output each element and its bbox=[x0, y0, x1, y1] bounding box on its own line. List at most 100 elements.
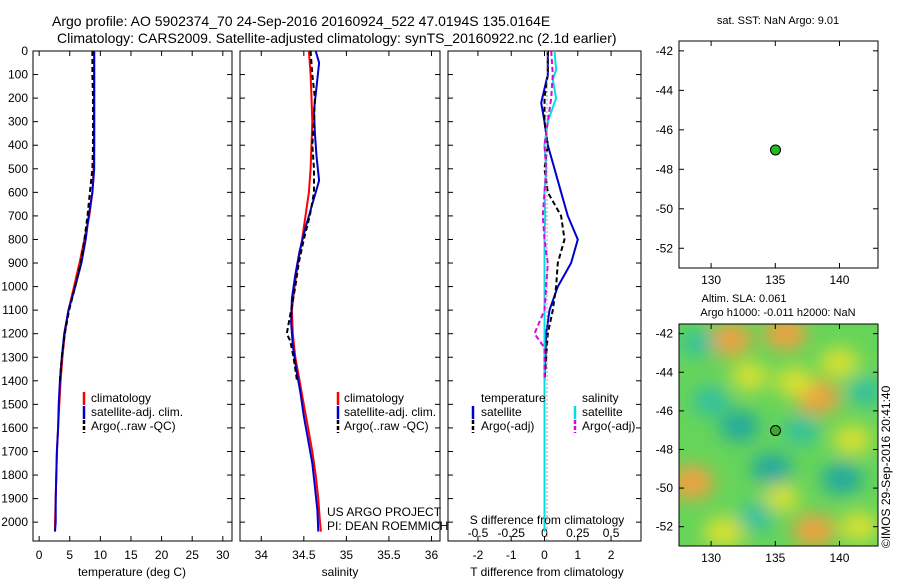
s-tick-label: 0 bbox=[541, 526, 548, 540]
map-y-tick-label: -46 bbox=[656, 404, 674, 418]
sla-anomaly-blob bbox=[832, 424, 872, 456]
x-tick-label: 15 bbox=[124, 548, 138, 562]
map-y-tick-label: -52 bbox=[656, 520, 674, 534]
legend-label-climatology: climatology bbox=[344, 391, 404, 405]
sla-anomaly-blob bbox=[774, 366, 815, 398]
y-tick-label: 500 bbox=[8, 162, 28, 176]
y-tick-label: 1500 bbox=[1, 397, 28, 411]
sla-anomaly-blob bbox=[709, 324, 752, 356]
map-x-tick-label: 135 bbox=[765, 273, 785, 287]
sla-anomaly-blob bbox=[681, 329, 716, 357]
temperature-axes bbox=[32, 50, 233, 542]
legend-label-satellite: satellite-adj. clim. bbox=[91, 405, 183, 419]
axis-ticks: 0 5 10 15 20 25 300100200300400500600700800900… bbox=[1, 41, 878, 565]
difference-series bbox=[533, 51, 579, 532]
y-tick-label: 200 bbox=[8, 91, 28, 105]
y-tick-label: 300 bbox=[8, 115, 28, 129]
y-tick-label: 700 bbox=[8, 209, 28, 223]
temperature-legend: climatology satellite-adj. clim. Argo(..… bbox=[82, 391, 183, 433]
s-tick-label: 0.5 bbox=[603, 526, 620, 540]
difference-legend: temperature salinity satellite Argo(-adj… bbox=[471, 391, 635, 433]
y-tick-label: 100 bbox=[8, 68, 28, 82]
map-markers bbox=[770, 144, 782, 437]
legend-label-climatology: climatology bbox=[91, 391, 151, 405]
x-tick-label: 0 bbox=[541, 548, 548, 562]
series-line-satellite bbox=[290, 51, 321, 532]
x-tick-label: 1 bbox=[574, 548, 581, 562]
sla-anomaly-blob bbox=[679, 465, 714, 500]
legend-label-satellite: satellite-adj. clim. bbox=[344, 405, 436, 419]
x-tick-label: -1 bbox=[506, 548, 517, 562]
sla-anomaly-blob bbox=[847, 377, 878, 406]
sla-anomaly-blob bbox=[719, 411, 759, 442]
x-tick-label: 0 bbox=[36, 548, 43, 562]
legend-label-argo: Argo(..raw -QC) bbox=[91, 419, 176, 433]
y-tick-label: 1900 bbox=[1, 492, 28, 506]
x-tick-label: 20 bbox=[155, 548, 169, 562]
x-tick-label: 5 bbox=[66, 548, 73, 562]
map-y-tick-label: -44 bbox=[656, 83, 674, 97]
legend-label-t-satellite: satellite bbox=[481, 405, 522, 419]
legend-label-s-argo: Argo(-adj) bbox=[582, 419, 635, 433]
y-tick-label: 1600 bbox=[1, 421, 28, 435]
map-y-tick-label: -52 bbox=[656, 241, 674, 255]
difference-toplabel: S difference from climatology bbox=[470, 513, 625, 527]
salinity-legend: climatology satellite-adj. clim. Argo(..… bbox=[336, 391, 436, 433]
map-y-tick-label: -46 bbox=[656, 123, 674, 137]
y-tick-label: 1400 bbox=[1, 374, 28, 388]
s-tick-label: 0.25 bbox=[566, 526, 590, 540]
map-x-tick-label: 130 bbox=[701, 273, 721, 287]
y-tick-label: 1300 bbox=[1, 350, 28, 364]
y-tick-label: 900 bbox=[8, 256, 28, 270]
title-line-1: Argo profile: AO 5902374_70 24-Sep-2016 … bbox=[52, 13, 550, 29]
sla-map-title-1: Altim. SLA: 0.061 bbox=[702, 293, 787, 305]
sla-anomaly-blob bbox=[738, 503, 775, 532]
salinity-axes bbox=[239, 50, 441, 542]
sst-argo-position bbox=[770, 144, 782, 156]
x-tick-label: 10 bbox=[94, 548, 108, 562]
watermark: ©IMOS 29-Sep-2016 20:41:40 bbox=[879, 385, 893, 548]
y-tick-label: 0 bbox=[21, 44, 28, 58]
salinity-series bbox=[285, 51, 322, 532]
series-line-t-argo bbox=[543, 51, 566, 381]
s-tick-label: -0.25 bbox=[498, 526, 526, 540]
map-y-tick-label: -48 bbox=[656, 162, 674, 176]
map-y-tick-label: -42 bbox=[656, 327, 674, 341]
x-tick-label: 2 bbox=[608, 548, 615, 562]
map-y-tick-label: -44 bbox=[656, 365, 674, 379]
x-tick-label: 25 bbox=[186, 548, 200, 562]
sla-anomaly-blob bbox=[763, 483, 800, 512]
s-tick-label: -0.5 bbox=[468, 526, 489, 540]
map-y-tick-label: -50 bbox=[656, 202, 674, 216]
map-y-tick-label: -48 bbox=[656, 442, 674, 456]
x-tick-label: 35.5 bbox=[377, 548, 401, 562]
map-x-tick-label: 135 bbox=[765, 551, 785, 565]
temperature-xlabel: temperature (deg C) bbox=[78, 565, 186, 579]
y-tick-label: 600 bbox=[8, 185, 28, 199]
y-tick-label: 1700 bbox=[1, 444, 28, 458]
y-tick-label: 1800 bbox=[1, 468, 28, 482]
sla-anomaly-blob bbox=[839, 511, 878, 542]
x-tick-label: -2 bbox=[473, 548, 484, 562]
sla-anomaly-blob bbox=[764, 324, 807, 351]
salinity-xlabel: salinity bbox=[322, 565, 359, 579]
y-tick-label: 1200 bbox=[1, 327, 28, 341]
sla-anomaly-blob bbox=[692, 386, 730, 416]
sla-anomaly-blob bbox=[782, 416, 819, 445]
x-tick-label: 35 bbox=[340, 548, 354, 562]
map-x-tick-label: 130 bbox=[701, 551, 721, 565]
sla-argo-position bbox=[770, 425, 782, 437]
sst-map-title: sat. SST: NaN Argo: 9.01 bbox=[717, 15, 839, 27]
map-x-tick-label: 140 bbox=[829, 273, 849, 287]
sla-anomaly-blob bbox=[751, 452, 792, 485]
sla-anomaly-blob bbox=[730, 361, 769, 391]
legend-label-argo: Argo(..raw -QC) bbox=[344, 419, 429, 433]
x-tick-label: 34.5 bbox=[292, 548, 316, 562]
pi-label: PI: DEAN ROEMMICH bbox=[327, 519, 448, 533]
legend-label-s-satellite: satellite bbox=[582, 405, 623, 419]
series-line-t-satellite bbox=[540, 51, 579, 532]
sla-anomaly-blob bbox=[819, 347, 860, 378]
sla-map-title-2: Argo h1000: -0.011 h2000: NaN bbox=[700, 307, 855, 319]
sla-map-axes bbox=[678, 323, 879, 547]
